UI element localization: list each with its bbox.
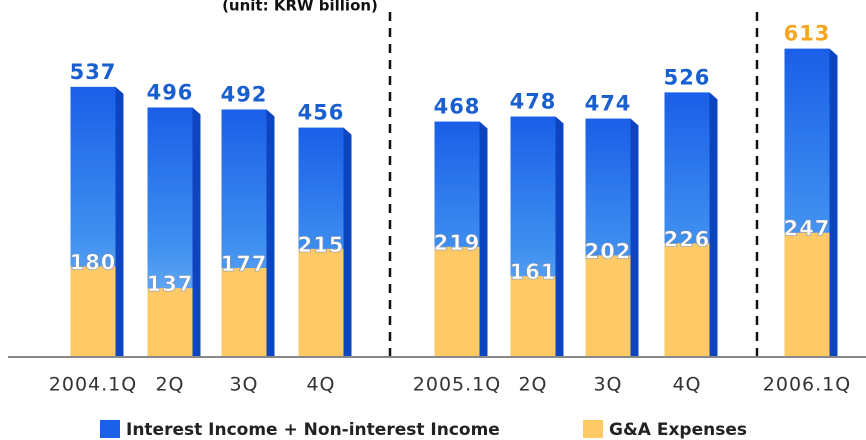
value-label: 177 [221,252,268,276]
value-label: 474 [585,92,632,116]
bar [70,266,116,357]
x-tick-label: 4Q [672,374,701,396]
legend-swatch [583,420,603,438]
x-tick-label: 3Q [593,374,622,396]
value-label: 219 [434,231,481,255]
value-label: 180 [70,250,117,274]
bar-side [192,107,201,357]
value-label: 226 [664,227,711,251]
value-label: 478 [510,90,557,114]
x-tick-label: 2005.1Q [413,374,501,396]
x-tick-label: 4Q [306,374,335,396]
bar [298,248,344,357]
bar-side [479,121,488,357]
legend-label: Interest Income + Non-interest Income [126,420,500,440]
bar-side [709,92,718,358]
bar [221,267,267,357]
value-label: 537 [70,60,117,84]
value-label: 247 [784,217,831,241]
bar [147,288,193,357]
bar-side [555,116,564,357]
bar [664,243,710,357]
bar-side [630,118,639,358]
bar [510,276,556,357]
value-label: 161 [510,260,557,284]
bar-side [115,86,124,358]
bar-side [266,109,275,358]
bar [784,232,830,357]
legend-label: G&A Expenses [609,420,747,440]
value-label: 215 [298,233,345,257]
bar-side [829,48,838,358]
value-label: 468 [434,95,481,119]
value-label: 613 [784,22,831,46]
value-label: 492 [221,82,268,106]
x-tick-label: 3Q [229,374,258,396]
bar-side [343,127,352,357]
bar [434,246,480,357]
x-tick-label: 2004.1Q [49,374,137,396]
value-label: 456 [298,101,345,125]
value-label: 202 [585,239,632,263]
value-label: 496 [147,80,194,104]
value-label: 526 [664,65,711,89]
x-tick-label: 2006.1Q [763,374,851,396]
value-label: 137 [147,272,194,296]
bar [585,255,631,357]
x-tick-label: 2Q [155,374,184,396]
chart-subtitle: (unit: KRW billion) [222,0,378,15]
legend-swatch [100,420,120,438]
x-tick-label: 2Q [518,374,547,396]
